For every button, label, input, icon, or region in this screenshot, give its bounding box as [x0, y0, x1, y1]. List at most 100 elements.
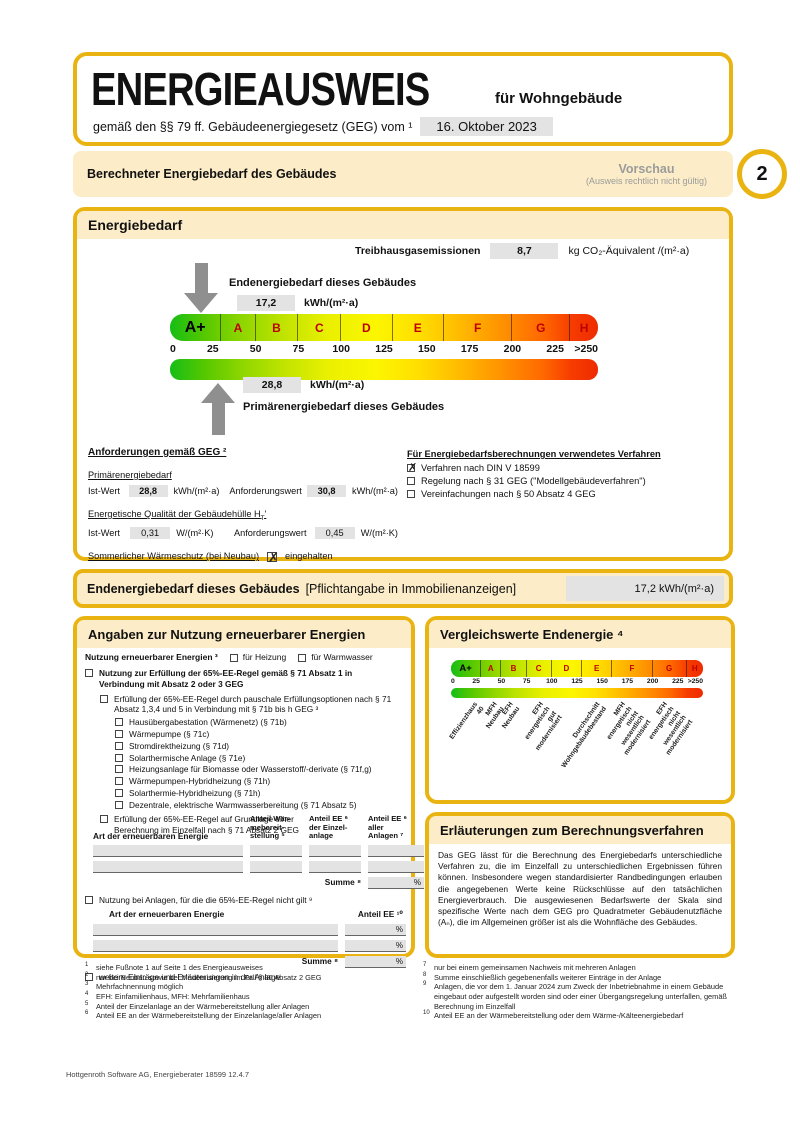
table2-col2-header: Anteil EE ¹⁰	[357, 908, 403, 919]
scale-class-f: F	[444, 314, 513, 341]
table1-row2-ee-alle-field[interactable]	[368, 861, 424, 874]
ref-efh-nicht-modernisiert: EFH energetisch nicht wesentlich moderni…	[647, 701, 695, 757]
vergleich-scale: A+ A B C D E F G H 0 25 50 75 100 125 15…	[448, 660, 703, 798]
erlaeuterungen-heading: Erläuterungen zum Berechnungsverfahren	[429, 816, 731, 844]
table1-row1-ee-alle-field[interactable]	[368, 845, 424, 858]
geg-date-field[interactable]: 16. Oktober 2023	[420, 117, 553, 136]
option-biomasse-checkbox[interactable]	[115, 765, 123, 774]
verfahren-vereinfachungen-label: Vereinfachungen nach § 50 Absatz 4 GEG	[421, 489, 596, 499]
huelle-ist-field[interactable]: 0,31	[130, 526, 171, 539]
option-label: Wärmepumpe (§ 71c)	[129, 728, 210, 739]
table2-row2-anteil-field[interactable]: %	[345, 939, 406, 952]
primaer-anf-unit: kWh/(m²·a)	[352, 486, 398, 496]
weitere-eintraege-label: weitere Einträge und Erläuterungen in de…	[99, 971, 281, 982]
option-st-hybrid-checkbox[interactable]	[115, 788, 123, 797]
preview-note: (Ausweis rechtlich nicht gültig)	[585, 176, 707, 186]
table1-col2-header: Anteil Wär- mebereit- stellung ⁵	[250, 813, 291, 841]
option-label: Solarthermische Anlage (§ 71e)	[129, 752, 246, 763]
vergleichswerte-panel: Vergleichswerte Endenergie ⁴ A+ A B C D …	[425, 616, 735, 804]
table1-row2-energie-field[interactable]	[93, 861, 243, 874]
verfahren-vereinfachungen-checkbox[interactable]	[407, 490, 415, 498]
sommer-waermeschutz-label: Sommerlicher Wärmeschutz (bei Neubau)	[88, 551, 260, 562]
treibhausgas-value-field[interactable]: 8,7	[490, 243, 559, 259]
anforderungen-title: Anforderungen gemäß GEG ²	[88, 447, 227, 458]
option-label: Dezentrale, elektrische Warmwasserbereit…	[129, 799, 357, 810]
primaerenergie-value-field[interactable]: 28,8	[243, 377, 301, 393]
scale-class-e: E	[393, 314, 444, 341]
table2-row1-energie-field[interactable]	[93, 923, 338, 936]
pauschal-checkbox[interactable]	[100, 694, 108, 703]
table1-row1-energie-field[interactable]	[93, 845, 243, 858]
option-stromdirektheizung-checkbox[interactable]	[115, 741, 123, 750]
verfahren-title: Für Energiebedarfsberechnungen verwendet…	[407, 449, 661, 459]
table2-summe-field[interactable]: %	[345, 955, 406, 968]
weitere-eintraege-checkbox[interactable]	[85, 972, 93, 981]
table2-row2-energie-field[interactable]	[93, 939, 338, 952]
energiebedarf-heading: Energiebedarf	[77, 211, 729, 239]
scale-class-d: D	[341, 314, 393, 341]
primaer-ist-unit: kWh/(m²·a)	[173, 486, 220, 496]
table1-summe-field[interactable]: %	[368, 877, 424, 890]
huelle-anf-field[interactable]: 0,45	[314, 526, 355, 539]
table1-row1-anteil-field[interactable]	[250, 845, 302, 858]
table2-row1-anteil-field[interactable]: %	[345, 923, 406, 936]
scale-class-c: C	[298, 314, 342, 341]
option-label: Hausübergabestation (Wärmenetz) (§ 71b)	[129, 717, 287, 728]
option-solarthermie-checkbox[interactable]	[115, 753, 123, 762]
endenergiebedarf-bar-value[interactable]: 17,2 kWh/(m²·a)	[566, 576, 724, 601]
endenergiebedarf-bar-label: Endenergiebedarf dieses Gebäudes	[87, 581, 300, 596]
preview-label: Vorschau	[618, 162, 675, 176]
table1-row2-ee-einzel-field[interactable]	[309, 861, 361, 874]
erlaeuterungen-panel: Erläuterungen zum Berechnungsverfahren D…	[425, 812, 735, 958]
endenergie-marker-arrow-icon	[184, 263, 218, 313]
option-waermepumpe-checkbox[interactable]	[115, 729, 123, 738]
einzelfall-label: Erfüllung der 65%-EE-Regel auf Grundlage…	[114, 814, 299, 836]
table1-col1-header: Art der erneuerbaren Energie	[93, 830, 209, 841]
nichtgilt-label: Nutzung bei Anlagen, für die die 65%-EE-…	[99, 895, 313, 906]
verfahren-din18599-label: Verfahren nach DIN V 18599	[421, 463, 540, 473]
option-label: Heizungsanlage für Biomasse oder Wassers…	[129, 764, 372, 775]
nichtgilt-checkbox[interactable]	[85, 896, 93, 905]
einzelfall-checkbox[interactable]	[100, 815, 108, 824]
option-label: Stromdirektheizung (§ 71d)	[129, 740, 230, 751]
vergleichswerte-heading: Vergleichswerte Endenergie ⁴	[429, 620, 731, 648]
footnotes-left: 1 siehe Fußnote 1 auf Seite 1 des Energie…	[85, 962, 322, 1021]
nutzung-ee-label: Nutzung erneuerbarer Energien ³	[85, 652, 218, 662]
scale-class-g: G	[512, 314, 571, 341]
ist-wert-label: Ist-Wert	[88, 527, 120, 538]
document-title: ENERGIEAUSWEIS	[91, 63, 430, 115]
anforderungen-block: Anforderungen gemäß GEG ² Primärenergieb…	[88, 447, 398, 565]
warmwasser-checkbox[interactable]	[298, 654, 307, 663]
table1-row1-ee-einzel-field[interactable]	[309, 845, 361, 858]
option-hausuebergabestation-checkbox[interactable]	[115, 718, 123, 727]
scale-class-b: B	[256, 314, 299, 341]
page-number-badge: 2	[737, 149, 787, 199]
pflichtangabe-label: [Pflichtangabe in Immobilienanzeigen]	[305, 581, 517, 596]
table1-col3-header: Anteil EE ⁶ der Einzel- anlage	[309, 813, 348, 841]
endenergie-value-field[interactable]: 17,2	[237, 295, 295, 311]
verfahren-block: Für Energiebedarfsberechnungen verwendet…	[407, 449, 723, 499]
primaerenergiebedarf-subtitle: Primärenergiebedarf	[88, 470, 172, 480]
verfahren-modellgebaeude-checkbox[interactable]	[407, 477, 415, 485]
pauschal-label: Erfüllung der 65%-EE-Regel durch pauscha…	[114, 693, 392, 715]
option-wp-hybrid-checkbox[interactable]	[115, 777, 123, 786]
vergleich-gradient-strip	[451, 688, 703, 698]
option-dezentral-ww-checkbox[interactable]	[115, 800, 123, 809]
warmwasser-label: für Warmwasser	[311, 652, 373, 662]
software-footer: Hottgenroth Software AG, Energieberater …	[66, 1070, 250, 1079]
rule65-checkbox[interactable]	[85, 669, 93, 678]
primaer-anf-field[interactable]: 30,8	[307, 485, 347, 497]
verfahren-din18599-checkbox[interactable]: ✗	[407, 462, 418, 474]
energiebedarf-panel: Energiebedarf Treibhausgasemissionen 8,7…	[73, 207, 733, 565]
table1-summe-label: Summe ⁸	[324, 877, 361, 888]
table1-col4-header: Anteil EE ⁶ aller Anlagen ⁷	[368, 813, 407, 841]
scale-tick-labels: 0 25 50 75 100 125 150 175 200 225 >250	[170, 343, 598, 355]
heizung-checkbox[interactable]	[229, 654, 238, 663]
treibhausgas-unit: kg CO₂-Äquivalent /(m²·a)	[568, 245, 690, 257]
sommer-waermeschutz-checkbox[interactable]: ✗	[267, 549, 279, 565]
endenergie-unit: kWh/(m²·a)	[304, 297, 359, 309]
primaer-ist-field[interactable]: 28,8	[128, 485, 168, 497]
document-subtitle: für Wohngebäude	[495, 90, 623, 107]
table1-row2-anteil-field[interactable]	[250, 861, 302, 874]
eingehalten-label: eingehalten	[285, 551, 333, 562]
